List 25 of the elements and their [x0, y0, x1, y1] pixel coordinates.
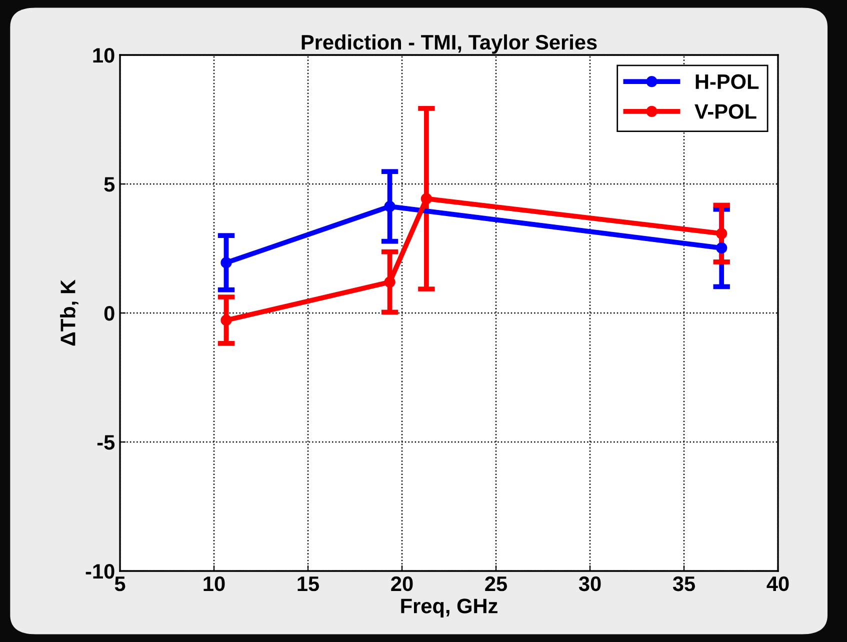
y-tick-label: 10: [93, 48, 114, 63]
chart-title: Prediction - TMI, Taylor Series: [302, 34, 597, 54]
x-tick-label: 5: [114, 576, 126, 592]
point: [220, 257, 232, 268]
y-tick-label: 5: [104, 177, 115, 192]
point: [420, 193, 432, 204]
point: [384, 200, 396, 212]
point: [716, 228, 728, 240]
y-tick-label: -5: [97, 435, 115, 450]
point: [220, 314, 232, 326]
x-axis-title: Freq, GHz: [401, 598, 498, 618]
x-tick-label: 25: [485, 576, 508, 592]
legend-label: V-POL: [694, 104, 756, 119]
point: [384, 276, 396, 288]
y-axis-title: ΔTb, K: [60, 280, 78, 346]
point: [716, 242, 728, 254]
x-tick-label: 30: [578, 576, 601, 592]
legend-label: H-POL: [696, 74, 759, 90]
x-tick-label: 10: [204, 576, 225, 592]
x-tick-label: 20: [391, 576, 413, 592]
x-tick-label: 15: [298, 576, 320, 592]
x-tick-label: 35: [672, 576, 696, 592]
x-tick-label: 40: [766, 576, 789, 592]
y-tick-label: -10: [86, 564, 114, 579]
y-tick-label: 0: [104, 306, 114, 321]
